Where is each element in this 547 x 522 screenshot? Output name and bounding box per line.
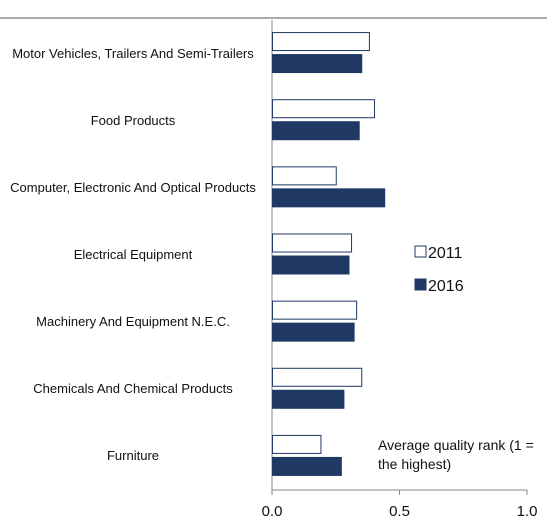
legend-swatch <box>414 245 427 258</box>
x-tick-label: 0.5 <box>389 503 410 520</box>
y-tick-label: Furniture <box>106 448 160 464</box>
bar <box>272 188 386 208</box>
bar <box>272 99 375 119</box>
bar <box>272 121 360 141</box>
y-tick-label: Motor Vehicles, Trailers And Semi-Traile… <box>12 45 254 61</box>
y-tick-label: Electrical Equipment <box>73 247 193 262</box>
bar <box>272 322 355 342</box>
bar <box>272 54 363 74</box>
bar <box>272 434 322 454</box>
annotation: Average quality rank (1 = the highest) <box>378 437 534 472</box>
x-tick-label: 0.0 <box>262 503 283 520</box>
bar <box>272 233 353 253</box>
bar <box>272 389 345 409</box>
y-tick-label: Computer, Electronic And Optical Product… <box>10 179 256 195</box>
bar <box>272 367 363 387</box>
y-tick-label: Chemicals And Chemical Products <box>33 381 233 397</box>
bar <box>272 255 350 275</box>
bar <box>272 456 342 476</box>
x-tick-label: 1.0 <box>517 503 538 520</box>
legend-label: 2011 <box>428 245 463 262</box>
y-tick-label: Machinery And Equipment N.E.C. <box>36 314 230 330</box>
bar <box>272 166 337 186</box>
bar <box>272 300 358 320</box>
legend-swatch <box>414 278 427 291</box>
y-tick-label: Food Products <box>90 112 176 128</box>
legend-label: 2016 <box>428 278 464 295</box>
bar <box>272 32 370 52</box>
